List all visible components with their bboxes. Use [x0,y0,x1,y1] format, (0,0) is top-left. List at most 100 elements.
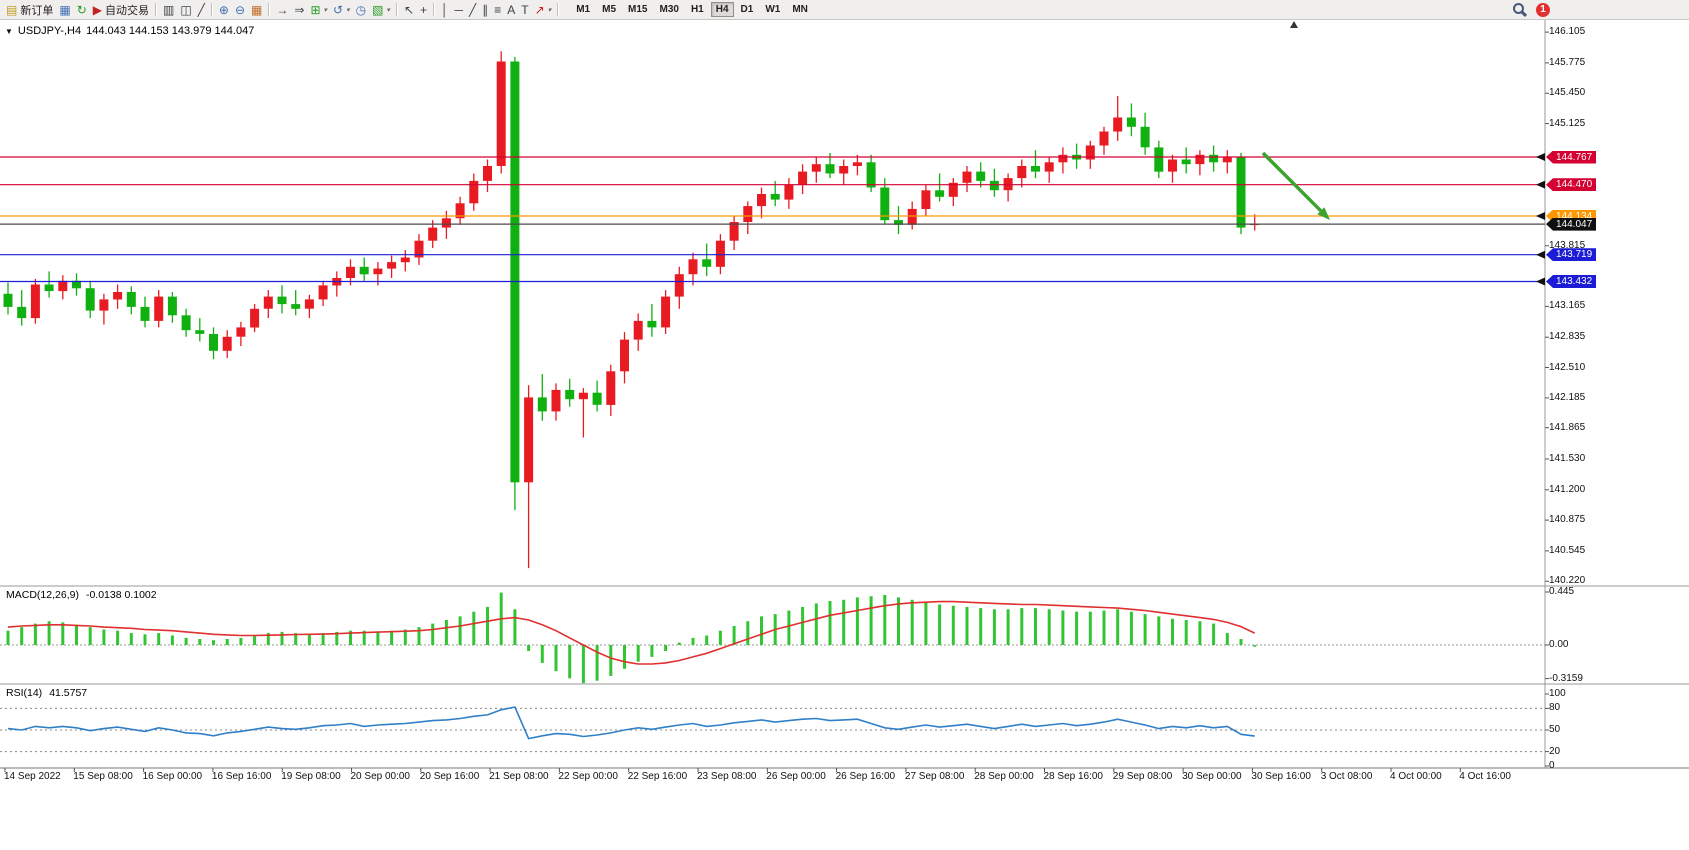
chart-panel-button[interactable]: ▦ [56,1,73,18]
price-tick-label: 141.530 [1549,453,1586,464]
line-chart-button[interactable]: ╱ [195,1,208,18]
price-tick-label: 145.775 [1549,56,1586,68]
price-badge-144.470: 144.470 [1546,178,1596,192]
time-label: 16 Sep 00:00 [142,771,203,782]
chart-symbol-period: USDJPY-,H4 [17,25,82,37]
line-end-marker [1536,277,1545,286]
crosshair-icon: + [420,2,428,17]
auto-trading-button[interactable]: ▶ 自动交易 [90,1,152,18]
crosshair-button[interactable]: + [417,1,430,18]
time-label: 4 Oct 16:00 [1459,771,1511,782]
time-label: 20 Sep 16:00 [419,771,480,782]
time-label: 26 Sep 00:00 [766,771,826,782]
chart-ohlc-readout: 144.043 144.153 143.979 144.047 [86,25,255,37]
fibonacci-button[interactable]: ≡ [491,1,504,18]
price-tick-label: 140.220 [1549,575,1586,587]
price-tick-label: 140.545 [1549,544,1586,556]
auto-scroll-button[interactable]: → [273,1,291,18]
refresh-button[interactable]: ↻ [74,1,90,18]
vertical-line-button[interactable]: │ [438,1,452,18]
price-badge-144.767: 144.767 [1546,150,1596,164]
channel-button[interactable]: ∥ [479,1,491,18]
timeframe-button-h4[interactable]: H4 [710,2,734,17]
horizontal-line-button[interactable]: ─ [452,1,467,18]
time-label: 21 Sep 08:00 [489,771,549,782]
trend-arrow[interactable] [1261,151,1323,213]
zoom-in-button[interactable]: ⊕ [216,1,232,18]
timeframe-group: M1 M5 M15 M30 H1 H4 D1 W1 MN [570,2,814,17]
timeframe-button-d1[interactable]: D1 [740,4,754,15]
vertical-line-icon: │ [441,2,449,17]
candlestick-button[interactable]: ◫ [177,1,194,18]
macd-name: MACD(12,26,9) [6,589,79,601]
chart-title: ▼ USDJPY-,H4 144.043 144.153 143.979 144… [5,25,254,37]
timeframe-button-h1[interactable]: H1 [690,4,704,15]
text-label-button[interactable]: T [518,1,531,18]
timeframe-button-w1[interactable]: W1 [765,4,781,15]
candlestick-icon: ◫ [180,2,192,17]
timeframe-button-m15[interactable]: M15 [628,4,648,15]
time-label: 3 Oct 08:00 [1320,771,1373,782]
price-tick-label: 143.815 [1549,239,1586,251]
time-label: 22 Sep 16:00 [627,771,688,782]
toolbar: ▤ 新订单 ▦ ↻ ▶ 自动交易 ▥ ◫ ╱ ⊕ ⊖ ▦ → ⇒ ⊞ ▾ ↺ ▾ [0,0,1689,20]
new-chart-button[interactable]: ⊞ ▾ [307,1,330,18]
chart-shift-button[interactable]: ⇒ [291,1,307,18]
refresh-icon: ↻ [76,2,87,17]
rsi-axis-label: 100 [1549,688,1566,699]
indicators-icon: ▧ [372,2,384,17]
macd-signal-line [7,600,1256,665]
price-tick-label: 145.450 [1549,87,1586,99]
timeframe-button-m30[interactable]: M30 [659,4,679,15]
time-label: 26 Sep 16:00 [835,771,896,782]
time-label: 19 Sep 08:00 [281,771,341,782]
new-order-icon: ▤ [6,2,18,17]
period-button[interactable]: ◷ [353,1,369,18]
price-tick-label: 142.185 [1549,391,1586,403]
bar-chart-button[interactable]: ▥ [160,1,177,18]
cursor-button[interactable]: ↖ [401,1,417,18]
timeframe-button-mn[interactable]: MN [792,4,808,15]
arrows-icon: ↗ [534,2,545,17]
zoom-out-button[interactable]: ⊖ [232,1,248,18]
arrows-button[interactable]: ↗ ▾ [532,1,555,18]
time-label: 29 Sep 08:00 [1112,771,1173,782]
timeframe-button-m5[interactable]: M5 [602,4,617,15]
new-order-button[interactable]: ▤ 新订单 [3,1,56,18]
trendline-button[interactable]: ╱ [466,1,479,18]
macd-values: -0.0138 0.1002 [85,589,157,601]
time-label: 20 Sep 00:00 [350,771,411,782]
zoom-in-icon: ⊕ [218,2,229,17]
rsi-axis-label: 50 [1549,724,1561,735]
toolbar-separator [154,3,157,16]
toolbar-separator [210,3,213,16]
line-end-marker [1536,180,1545,189]
time-label: 15 Sep 08:00 [73,771,133,782]
trend-arrow-head[interactable] [1317,207,1330,220]
text-button[interactable]: A [504,1,518,18]
timeframe-button-m1[interactable]: M1 [576,4,591,15]
macd-axis-label: -0.3159 [1549,672,1583,684]
tile-windows-button[interactable]: ▦ [248,1,265,18]
price-badge-143.719: 143.719 [1546,248,1596,262]
profiles-button[interactable]: ↺ ▾ [330,1,353,18]
indicators-button[interactable]: ▧ ▾ [369,1,393,18]
chart-shift-marker [1290,21,1298,28]
collapse-icon[interactable]: ▼ [5,26,13,36]
time-label: 28 Sep 16:00 [1043,771,1104,782]
channel-icon: ∥ [482,2,489,17]
price-tick-label: 145.125 [1549,117,1586,129]
notification-badge[interactable]: 1 [1536,2,1550,17]
auto-scroll-icon: → [276,2,289,17]
time-label: 22 Sep 00:00 [558,771,618,782]
price-tick-label: 142.835 [1549,331,1586,343]
toolbar-separator [395,3,398,16]
search-icon[interactable] [1512,2,1528,17]
new-order-label: 新订单 [20,4,54,17]
price-tick-label: 140.875 [1549,514,1586,526]
rsi-label: RSI(14) 41.5757 [6,687,87,699]
macd-axis-label: 0.00 [1549,639,1569,650]
cursor-icon: ↖ [403,2,414,17]
chevron-down-icon: ▾ [386,6,390,14]
